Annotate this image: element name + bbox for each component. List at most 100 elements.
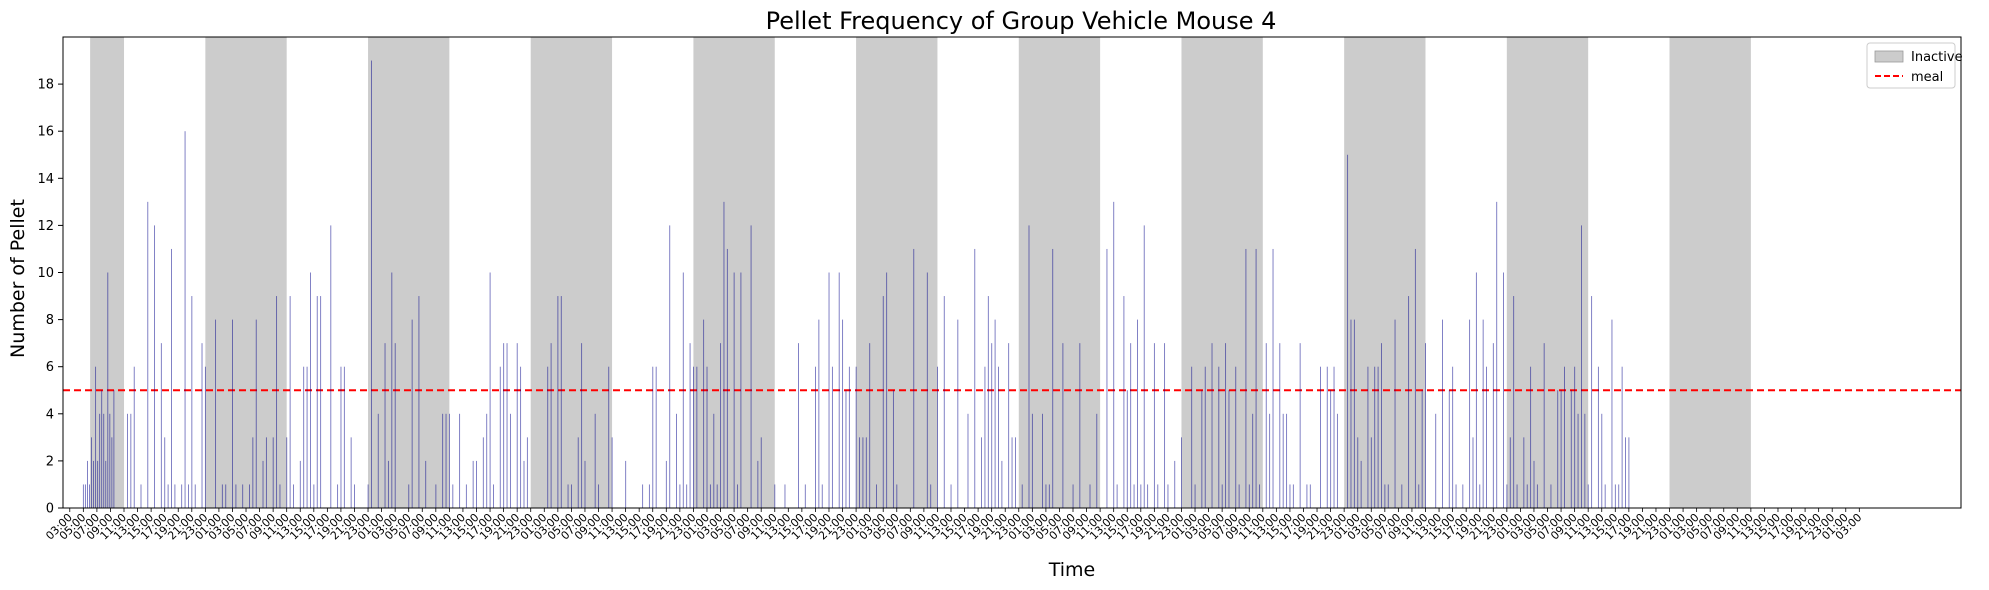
pellet-bar [1625, 437, 1626, 508]
pellet-bar [160, 343, 162, 508]
pellet-bar [411, 319, 413, 508]
pellet-bar [489, 272, 491, 508]
pellet-bar [1164, 343, 1166, 508]
pellet-bar [669, 225, 671, 508]
pellet-bar [1089, 484, 1091, 508]
y-tick-label: 8 [46, 313, 54, 328]
pellet-bar [249, 484, 250, 508]
pellet-bar [547, 366, 549, 508]
pellet-bar [1126, 390, 1128, 508]
pellet-bar [845, 390, 847, 508]
pellet-bar [1513, 296, 1515, 508]
pellet-bar [1201, 390, 1203, 508]
pellet-bar [242, 484, 244, 508]
pellet-bar [798, 343, 799, 508]
pellet-bar [171, 248, 172, 508]
pellet-bar [140, 484, 142, 508]
pellet-bar [1279, 343, 1281, 508]
pellet-bar [733, 272, 735, 508]
pellet-bar [493, 484, 494, 508]
pellet-bar [1008, 343, 1010, 508]
inactive-band-8 [1344, 37, 1426, 508]
pellet-bar [82, 484, 84, 508]
pellet-bar [1289, 484, 1291, 508]
pellet-bar [611, 437, 613, 508]
pellet-bar [147, 201, 149, 508]
inactive-bands [90, 37, 1751, 508]
pellet-bar [394, 343, 396, 508]
pellet-bar [991, 343, 993, 508]
pellet-bar [103, 413, 105, 508]
pellet-bar [943, 296, 945, 508]
pellet-bar [876, 484, 877, 508]
pellet-bar [570, 484, 572, 508]
pellet-bar [957, 319, 959, 508]
pellet-bar [109, 413, 111, 508]
pellet-bar [648, 484, 650, 508]
pellet-bar [265, 437, 267, 508]
pellet-bar [320, 296, 322, 508]
pellet-bar [1194, 484, 1196, 508]
pellet-bar [1011, 437, 1013, 508]
pellet-bar [188, 484, 189, 508]
pellet-bar [1421, 390, 1423, 508]
pellet-bar [642, 484, 644, 508]
pellet-bar [882, 296, 884, 508]
pellet-bar [337, 484, 339, 508]
pellet-bar [757, 460, 759, 508]
pellet-bar [1425, 343, 1426, 508]
pellet-bar [262, 460, 264, 508]
pellet-bar [1455, 484, 1457, 508]
pellet-bar [1503, 272, 1504, 508]
pellet-bar [377, 413, 379, 508]
pellet-bar [584, 460, 586, 508]
pellet-bar [1133, 484, 1135, 508]
inactive-band-9 [1506, 37, 1589, 508]
pellet-bar [1496, 201, 1498, 508]
pellet-bar [1550, 484, 1552, 508]
pellet-bar [1587, 484, 1589, 508]
pellet-bar [1574, 366, 1576, 508]
pellet-bar [869, 343, 871, 508]
pellet-bar [1577, 413, 1579, 508]
inactive-band-3 [530, 37, 613, 508]
pellet-bar [499, 366, 501, 508]
pellet-bar [1225, 343, 1227, 508]
pellet-bar [99, 413, 101, 508]
inactive-band-1 [205, 37, 287, 508]
pellet-bar [1408, 296, 1410, 508]
pellet-bar [448, 413, 450, 508]
inactive-band-5 [856, 37, 938, 508]
pellet-bar [316, 296, 318, 508]
pellet-bar [665, 460, 667, 508]
pellet-bar [472, 460, 474, 508]
pellet-bar [1245, 248, 1247, 508]
pellet-bar [425, 460, 427, 508]
pellet-bar [133, 366, 135, 508]
pellet-bar [91, 437, 92, 508]
pellet-bar [886, 272, 888, 508]
pellet-bar [974, 248, 976, 508]
pellet-bar [1353, 319, 1355, 508]
pellet-bar [1045, 484, 1047, 508]
pellet-bar [452, 484, 454, 508]
pellet-bar [1269, 413, 1271, 508]
pellet-bar [937, 366, 938, 508]
pellet-bar [1509, 437, 1511, 508]
pellet-bar [1374, 366, 1376, 508]
pellet-bar [1604, 484, 1606, 508]
pellet-bar [1621, 366, 1623, 508]
pellet-bar [998, 366, 999, 508]
pellet-bar [1414, 248, 1416, 508]
pellet-bar [726, 248, 728, 508]
pellet-bar [1523, 437, 1525, 508]
pellet-bar [306, 366, 308, 508]
pellet-bar [828, 272, 830, 508]
pellet-bar [343, 366, 345, 508]
pellet-bar [93, 460, 95, 508]
x-axis-title: Time [1048, 559, 1096, 581]
y-tick-label: 2 [46, 454, 54, 469]
pellet-bar [408, 484, 410, 508]
pellet-bar [293, 484, 294, 508]
pellet-bar [1299, 343, 1301, 508]
